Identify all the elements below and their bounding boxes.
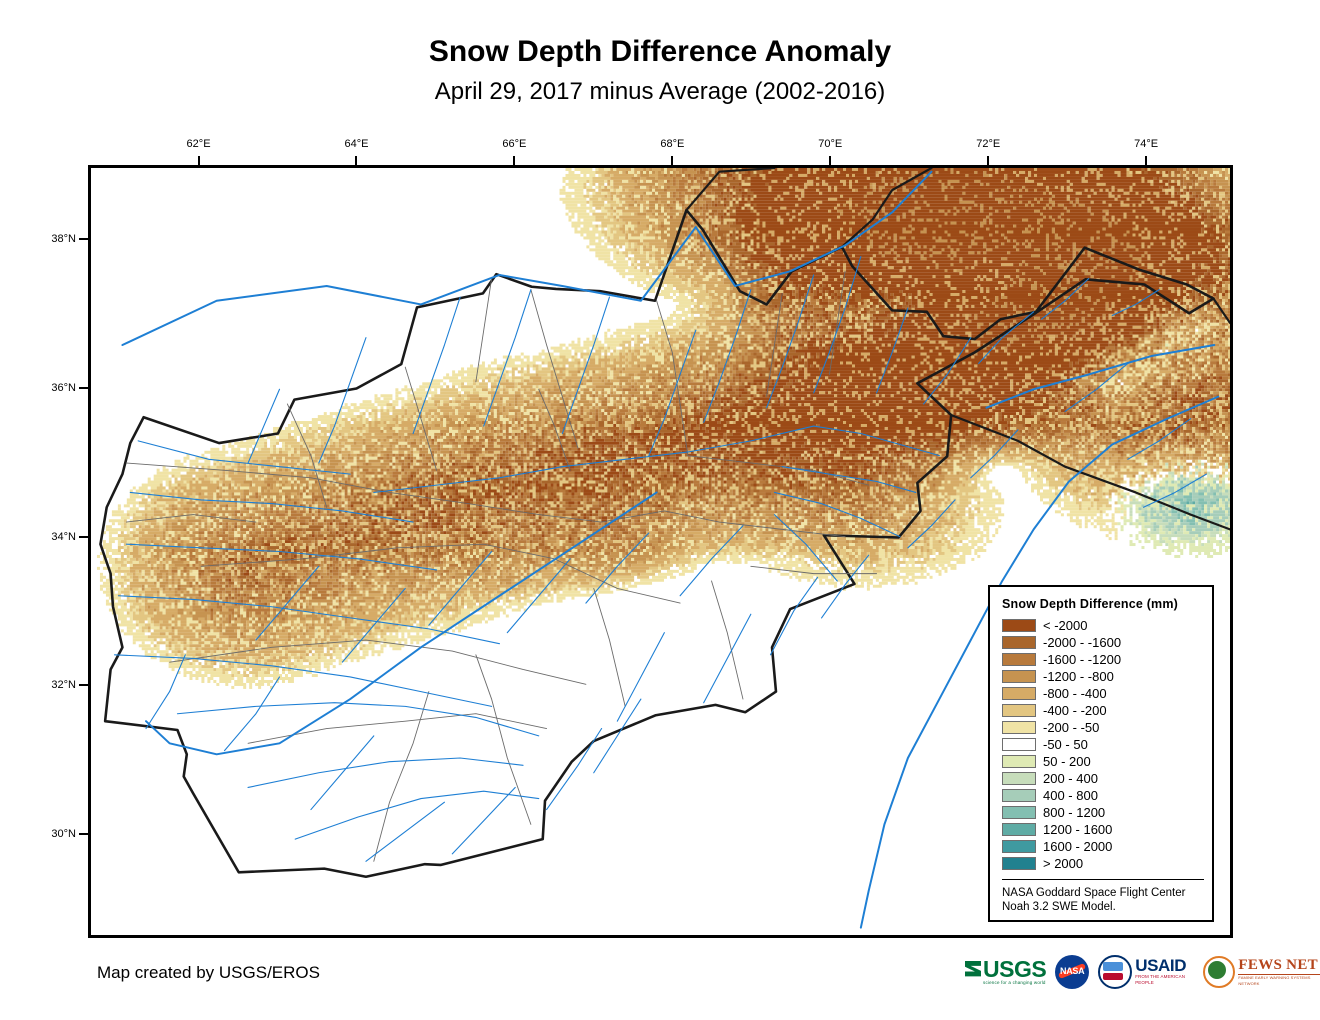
legend-swatch <box>1002 840 1036 853</box>
legend-source-line-2: Noah 3.2 SWE Model. <box>1002 900 1204 914</box>
legend-label: 1600 - 2000 <box>1043 840 1112 853</box>
legend-row: -400 - -200 <box>1002 702 1204 719</box>
fews-tagline: FAMINE EARLY WARNING SYSTEMS NETWORK <box>1238 975 1320 987</box>
longitude-tick <box>1145 156 1147 165</box>
legend-label: -400 - -200 <box>1043 704 1107 717</box>
legend-row: -50 - 50 <box>1002 736 1204 753</box>
usgs-wave-icon <box>965 961 981 983</box>
legend-swatch <box>1002 619 1036 632</box>
legend-label: -1600 - -1200 <box>1043 653 1121 666</box>
legend-row: -1600 - -1200 <box>1002 651 1204 668</box>
legend-row: -1200 - -800 <box>1002 668 1204 685</box>
longitude-tick <box>513 156 515 165</box>
legend-swatch <box>1002 738 1036 751</box>
longitude-tick <box>671 156 673 165</box>
legend-entries: < -2000 -2000 - -1600 -1600 - -1200 -1200 -… <box>1002 617 1204 872</box>
legend-row: > 2000 <box>1002 855 1204 872</box>
page-title: Snow Depth Difference Anomaly <box>0 34 1320 70</box>
latitude-tick-label: 30°N <box>36 828 76 840</box>
legend-row: -2000 - -1600 <box>1002 634 1204 651</box>
fews-wordmark: FEWS NET <box>1238 958 1320 975</box>
legend-row: 400 - 800 <box>1002 787 1204 804</box>
longitude-tick <box>987 156 989 165</box>
legend-swatch <box>1002 823 1036 836</box>
legend-row: 1600 - 2000 <box>1002 838 1204 855</box>
legend-swatch <box>1002 670 1036 683</box>
latitude-tick <box>79 833 88 835</box>
legend-source-line-1: NASA Goddard Space Flight Center <box>1002 886 1204 900</box>
legend-swatch <box>1002 653 1036 666</box>
latitude-tick <box>79 536 88 538</box>
longitude-tick-label: 68°E <box>660 138 684 150</box>
longitude-tick-label: 62°E <box>187 138 211 150</box>
fews-net-logo: FEWS NET FAMINE EARLY WARNING SYSTEMS NE… <box>1203 955 1320 989</box>
longitude-tick <box>198 156 200 165</box>
longitude-tick-label: 72°E <box>976 138 1000 150</box>
legend-row: 800 - 1200 <box>1002 804 1204 821</box>
longitude-tick <box>829 156 831 165</box>
legend-title: Snow Depth Difference (mm) <box>1002 597 1204 611</box>
latitude-tick-label: 38°N <box>36 233 76 245</box>
title-block: Snow Depth Difference Anomaly April 29, … <box>0 34 1320 108</box>
legend-label: < -2000 <box>1043 619 1087 632</box>
usgs-logo: USGS science for a changing world <box>965 955 1046 989</box>
fews-globe-icon <box>1203 956 1235 988</box>
usgs-tagline: science for a changing world <box>983 980 1046 986</box>
latitude-tick-label: 32°N <box>36 679 76 691</box>
legend-swatch <box>1002 772 1036 785</box>
legend-row: < -2000 <box>1002 617 1204 634</box>
legend-label: -800 - -400 <box>1043 687 1107 700</box>
latitude-tick-label: 34°N <box>36 531 76 543</box>
legend-row: -200 - -50 <box>1002 719 1204 736</box>
usaid-seal-icon <box>1098 955 1132 989</box>
legend-swatch <box>1002 857 1036 870</box>
legend-swatch <box>1002 806 1036 819</box>
legend-swatch <box>1002 687 1036 700</box>
legend-row: 1200 - 1600 <box>1002 821 1204 838</box>
legend-label: -50 - 50 <box>1043 738 1088 751</box>
longitude-tick-label: 66°E <box>502 138 526 150</box>
logo-strip: USGS science for a changing world NASA U… <box>965 952 1320 992</box>
latitude-tick <box>79 238 88 240</box>
legend-swatch <box>1002 755 1036 768</box>
legend-label: -2000 - -1600 <box>1043 636 1121 649</box>
legend-label: > 2000 <box>1043 857 1083 870</box>
legend-swatch <box>1002 704 1036 717</box>
latitude-tick <box>79 684 88 686</box>
usaid-logo: USAID FROM THE AMERICAN PEOPLE <box>1098 955 1194 989</box>
legend-swatch <box>1002 789 1036 802</box>
legend-label: 200 - 400 <box>1043 772 1098 785</box>
legend-label: -1200 - -800 <box>1043 670 1114 683</box>
legend-row: -800 - -400 <box>1002 685 1204 702</box>
longitude-tick-label: 64°E <box>344 138 368 150</box>
usaid-wordmark: USAID <box>1135 958 1194 974</box>
usaid-tagline: FROM THE AMERICAN PEOPLE <box>1135 974 1194 986</box>
longitude-tick-label: 70°E <box>818 138 842 150</box>
nasa-logo: NASA <box>1055 955 1089 989</box>
latitude-tick <box>79 387 88 389</box>
legend-label: 50 - 200 <box>1043 755 1091 768</box>
legend-swatch <box>1002 636 1036 649</box>
longitude-tick-label: 74°E <box>1134 138 1158 150</box>
legend-label: 800 - 1200 <box>1043 806 1105 819</box>
longitude-tick <box>355 156 357 165</box>
page-subtitle: April 29, 2017 minus Average (2002-2016) <box>0 76 1320 108</box>
nasa-wordmark: NASA <box>1055 966 1089 976</box>
latitude-tick-label: 36°N <box>36 382 76 394</box>
legend-swatch <box>1002 721 1036 734</box>
legend-row: 50 - 200 <box>1002 753 1204 770</box>
legend-panel: Snow Depth Difference (mm) < -2000 -2000 … <box>988 585 1214 922</box>
legend-source: NASA Goddard Space Flight Center Noah 3.… <box>1002 879 1204 914</box>
legend-label: 1200 - 1600 <box>1043 823 1112 836</box>
legend-label: 400 - 800 <box>1043 789 1098 802</box>
map-credit: Map created by USGS/EROS <box>97 963 320 983</box>
usgs-wordmark: USGS <box>983 959 1046 980</box>
legend-label: -200 - -50 <box>1043 721 1099 734</box>
legend-row: 200 - 400 <box>1002 770 1204 787</box>
